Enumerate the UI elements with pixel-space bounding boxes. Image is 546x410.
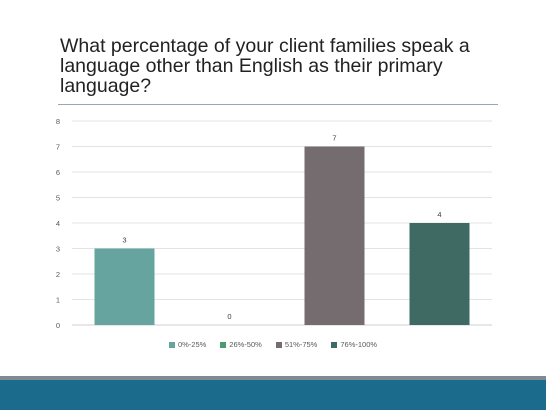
legend-label: 0%-25%	[177, 340, 207, 349]
y-tick-label: 3	[56, 245, 60, 254]
legend-swatch	[275, 341, 282, 348]
legend-item: 51%-75%	[275, 340, 318, 349]
legend-label: 51%-75%	[284, 340, 318, 349]
legend-item: 0%-25%	[168, 340, 207, 349]
footer-accent-stripe	[0, 376, 546, 380]
bar	[409, 223, 470, 325]
y-tick-label: 6	[56, 168, 60, 177]
data-label: 4	[437, 210, 441, 219]
legend-swatch	[331, 341, 338, 348]
legend-label: 26%-50%	[229, 340, 262, 349]
data-label: 0	[227, 312, 231, 321]
y-tick-label: 2	[56, 270, 60, 279]
legend-item: 26%-50%	[220, 340, 262, 349]
y-tick-label: 5	[56, 194, 60, 203]
legend-item: 76%-100%	[331, 340, 377, 349]
y-tick-label: 4	[56, 219, 60, 228]
data-label: 7	[332, 134, 336, 143]
footer-band	[0, 380, 546, 410]
title-divider	[58, 104, 498, 105]
bar	[304, 146, 365, 325]
chart-legend: 0%-25% 26%-50% 51%-75% 76%-100%	[0, 340, 546, 349]
y-tick-label: 1	[56, 296, 60, 305]
y-tick-label: 0	[56, 321, 60, 330]
legend-label: 76%-100%	[340, 340, 378, 349]
legend-swatch	[168, 341, 175, 348]
y-tick-label: 7	[56, 143, 60, 152]
slide-title: What percentage of your client families …	[60, 35, 470, 97]
data-label: 3	[122, 236, 126, 245]
legend-swatch	[220, 341, 227, 348]
bar	[94, 248, 155, 325]
y-tick-label: 8	[56, 117, 60, 126]
